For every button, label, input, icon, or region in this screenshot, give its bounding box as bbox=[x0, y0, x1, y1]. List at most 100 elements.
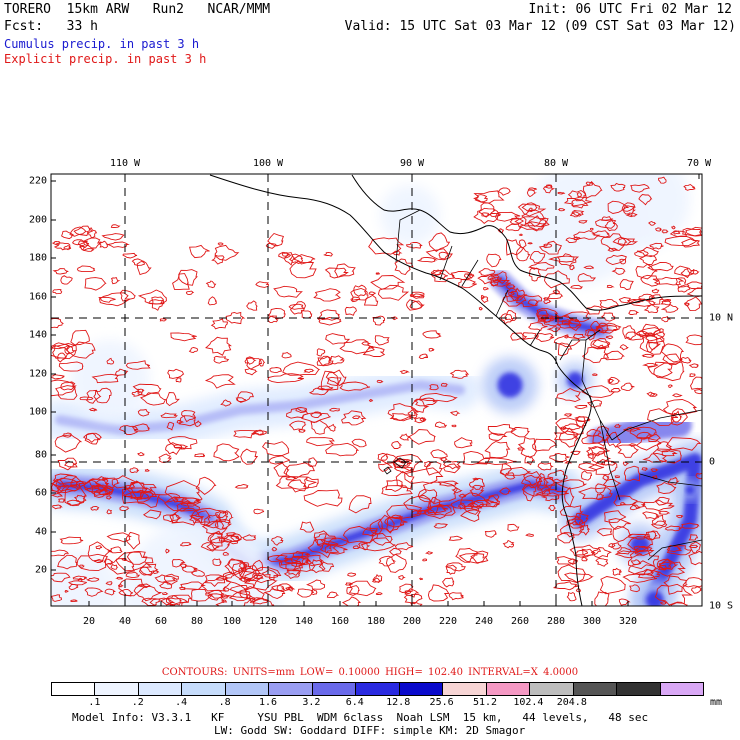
explicit-precip-contours bbox=[51, 176, 702, 606]
contour bbox=[516, 294, 542, 308]
contour bbox=[546, 326, 561, 333]
colorbar-label: 1.6 bbox=[258, 697, 278, 708]
contour bbox=[180, 497, 202, 507]
contour bbox=[546, 292, 564, 300]
contour bbox=[571, 210, 585, 217]
contour bbox=[651, 558, 686, 577]
contour bbox=[328, 355, 345, 365]
contour bbox=[351, 415, 362, 420]
contour bbox=[608, 376, 621, 385]
contour bbox=[540, 492, 560, 502]
central-america-coast bbox=[209, 174, 559, 367]
contour bbox=[612, 236, 639, 246]
colorbar-swatch bbox=[660, 683, 704, 695]
contour bbox=[578, 462, 605, 472]
contour bbox=[285, 560, 303, 576]
contour bbox=[591, 230, 611, 238]
contour bbox=[636, 431, 653, 440]
contour bbox=[610, 182, 626, 192]
contour bbox=[377, 452, 389, 461]
contour bbox=[577, 487, 613, 500]
contour bbox=[568, 318, 582, 332]
contour bbox=[685, 226, 702, 237]
contour bbox=[640, 274, 661, 287]
contour bbox=[129, 467, 140, 473]
contour bbox=[283, 462, 316, 479]
contours-info: CONTOURS: UNITS=mm LOW= 0.10000 HIGH= 10… bbox=[161, 667, 579, 678]
precip-light bbox=[590, 174, 690, 250]
contour bbox=[238, 565, 261, 581]
contour bbox=[283, 252, 296, 266]
contour bbox=[125, 571, 141, 578]
precip-light bbox=[70, 340, 150, 420]
contour bbox=[581, 434, 608, 445]
colorbar-swatch bbox=[486, 683, 531, 695]
precip-band bbox=[588, 413, 692, 452]
contour bbox=[564, 486, 575, 508]
contour bbox=[537, 317, 555, 324]
contour bbox=[200, 577, 232, 592]
contour bbox=[281, 252, 291, 257]
contour bbox=[605, 335, 614, 340]
contour bbox=[603, 510, 627, 524]
contour bbox=[505, 223, 523, 232]
contour bbox=[517, 436, 537, 458]
contour bbox=[616, 444, 639, 458]
contour bbox=[167, 436, 198, 450]
contour bbox=[595, 558, 609, 567]
contour bbox=[273, 462, 290, 477]
contour bbox=[69, 226, 88, 237]
x-tick-label: 80 bbox=[190, 616, 204, 627]
contour bbox=[307, 538, 340, 559]
contour bbox=[61, 432, 72, 438]
contour bbox=[671, 393, 683, 398]
contour bbox=[308, 457, 318, 468]
contour bbox=[216, 510, 234, 524]
contour bbox=[469, 484, 485, 497]
contour bbox=[628, 560, 658, 576]
contour bbox=[60, 275, 73, 285]
contour bbox=[51, 572, 71, 583]
contour bbox=[128, 480, 148, 499]
contour bbox=[425, 505, 448, 514]
contour bbox=[84, 432, 101, 445]
x-tick-label: 260 bbox=[510, 616, 530, 627]
contour bbox=[614, 423, 622, 428]
contour bbox=[562, 423, 582, 431]
contour bbox=[462, 450, 491, 466]
contour bbox=[486, 253, 502, 268]
contour bbox=[671, 410, 683, 423]
colorbar-swatch bbox=[573, 683, 618, 695]
contour bbox=[51, 374, 66, 380]
contour bbox=[318, 355, 334, 367]
contour bbox=[688, 534, 699, 541]
contour bbox=[180, 542, 192, 547]
contour bbox=[670, 408, 688, 426]
contour bbox=[377, 514, 395, 534]
contour bbox=[641, 353, 655, 358]
caribbean-coast bbox=[505, 237, 702, 311]
contour bbox=[572, 333, 586, 340]
contour bbox=[471, 500, 484, 511]
contour bbox=[98, 296, 116, 303]
contour bbox=[665, 437, 702, 451]
contour bbox=[268, 455, 291, 465]
precip-light bbox=[120, 520, 280, 606]
contour bbox=[171, 559, 186, 568]
contour bbox=[458, 502, 467, 510]
contour bbox=[190, 507, 229, 527]
contour bbox=[425, 248, 453, 261]
colorbar-label: 3.2 bbox=[302, 697, 321, 708]
contour bbox=[536, 308, 560, 320]
contour bbox=[556, 387, 581, 402]
contour bbox=[86, 577, 100, 582]
contour bbox=[587, 452, 594, 460]
contour bbox=[51, 479, 68, 494]
contour bbox=[635, 437, 662, 451]
contour bbox=[77, 577, 84, 582]
contour bbox=[612, 567, 622, 576]
contour bbox=[275, 552, 306, 566]
contour bbox=[633, 545, 655, 556]
contour bbox=[149, 597, 176, 606]
contour bbox=[596, 528, 612, 537]
